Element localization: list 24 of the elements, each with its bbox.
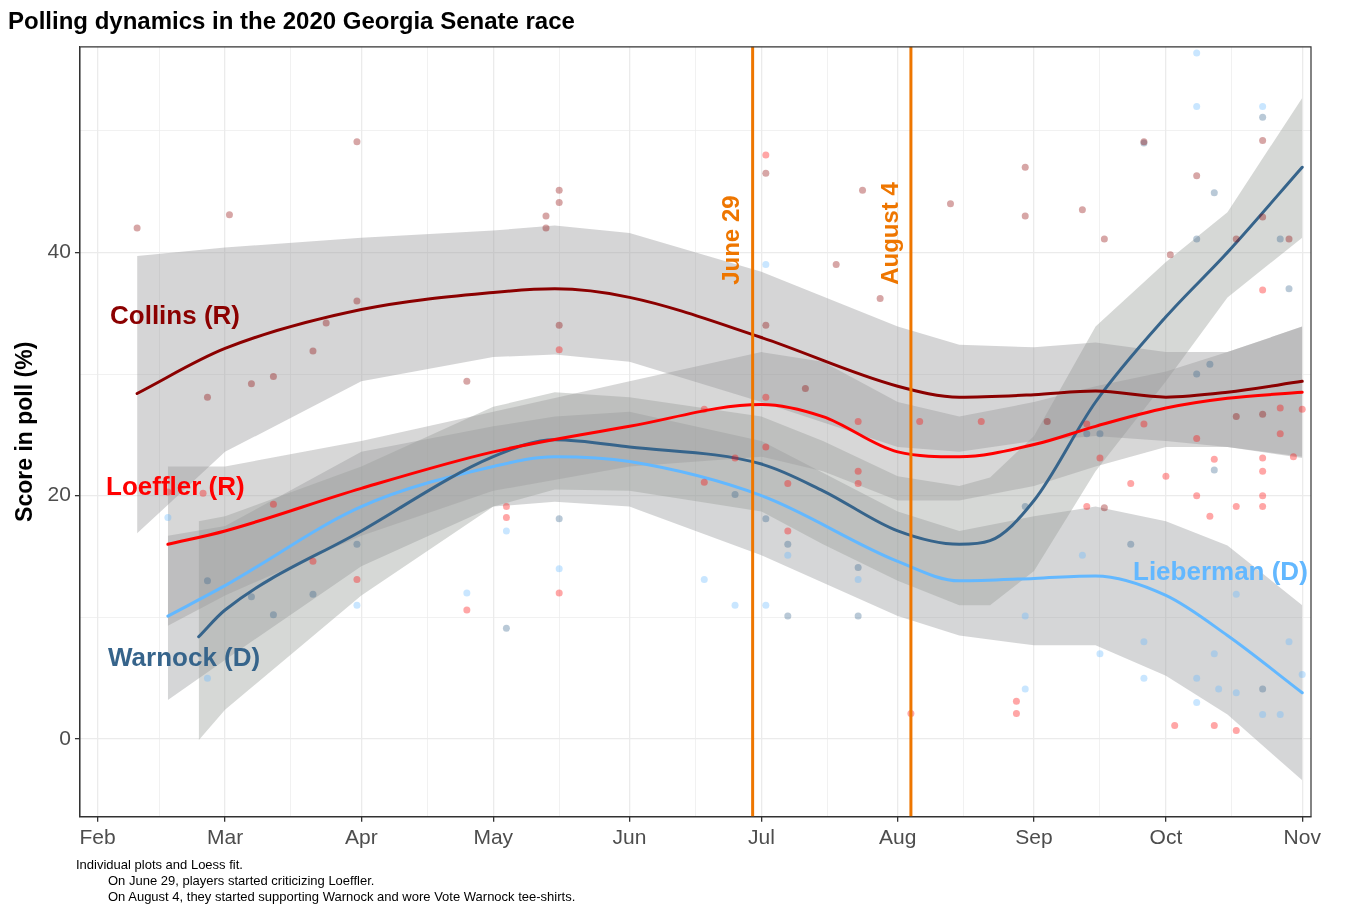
x-tick-label: Sep bbox=[1015, 825, 1053, 849]
series-label: Warnock (D) bbox=[108, 642, 261, 673]
y-axis-title: Score in poll (%) bbox=[11, 341, 38, 522]
x-tick-label: Nov bbox=[1283, 825, 1322, 849]
x-tick-label: Oct bbox=[1149, 825, 1183, 849]
x-tick-label: Feb bbox=[79, 825, 116, 849]
x-tick-label: Jul bbox=[748, 825, 775, 849]
y-tick-label: 0 bbox=[59, 725, 71, 749]
y-tick-label: 40 bbox=[47, 239, 71, 263]
text: Individual plots and Loess fit. bbox=[76, 857, 244, 873]
text: On June 29, players started criticizing Loeffler. bbox=[107, 873, 376, 889]
x-tick-label: Aug bbox=[879, 825, 917, 849]
x-tick-label: Mar bbox=[206, 825, 244, 849]
x-tick-label: Jun bbox=[612, 825, 647, 849]
x-tick-label: May bbox=[473, 825, 514, 849]
ref-line-label: August 4 bbox=[875, 181, 903, 285]
series-label: Collins (R) bbox=[110, 300, 240, 331]
y-tick-label: 20 bbox=[47, 482, 71, 506]
text: On August 4, they started supporting Warnock and wore Vote Warnock tee-shirts. bbox=[107, 889, 576, 905]
ref-line-label: June 29 bbox=[717, 195, 745, 285]
chart-title: Polling dynamics in the 2020 Georgia Senate race bbox=[8, 7, 575, 35]
series-label: Lieberman (D) bbox=[1133, 556, 1308, 587]
x-tick-label: Apr bbox=[345, 825, 378, 849]
series-label: Loeffler (R) bbox=[106, 471, 245, 502]
